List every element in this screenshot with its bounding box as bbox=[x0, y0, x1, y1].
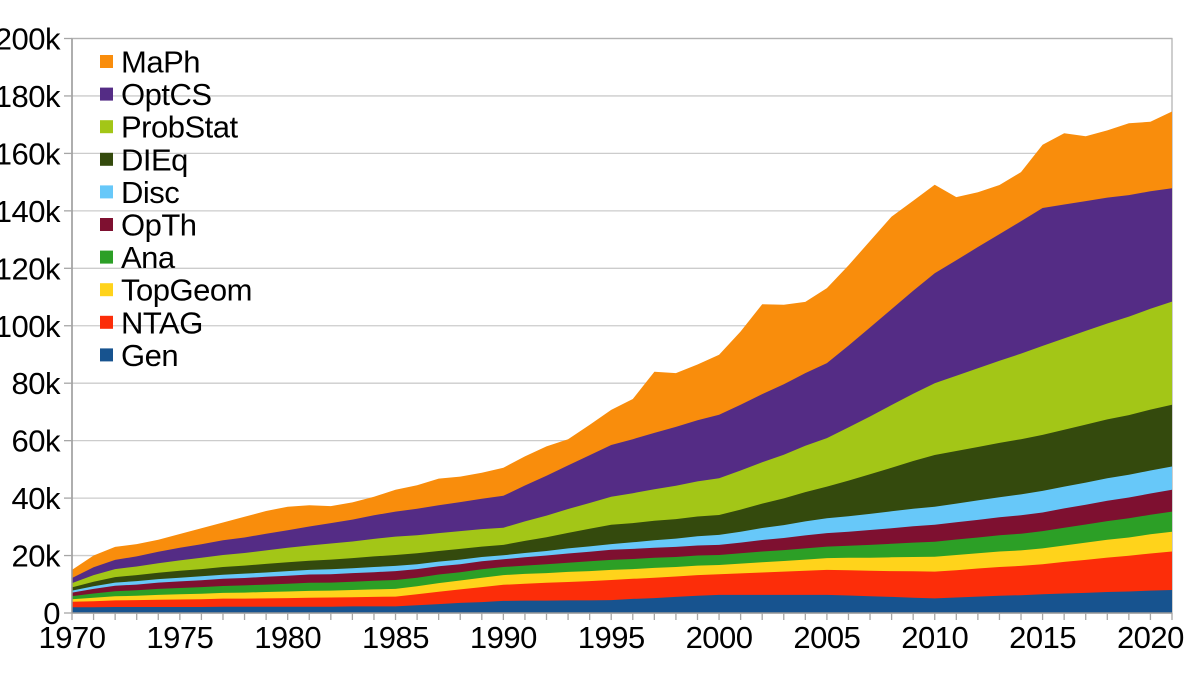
legend-swatch-Ana bbox=[100, 250, 113, 264]
y-axis-label-160k: 160k bbox=[0, 136, 61, 171]
legend-swatch-Disc bbox=[100, 185, 113, 199]
legend-item-NTAG: NTAG bbox=[100, 305, 203, 340]
legend-swatch-OpTh bbox=[100, 218, 113, 231]
legend-label-DIEq: DIEq bbox=[121, 142, 188, 177]
y-axis-label-60k: 60k bbox=[12, 424, 61, 459]
legend-label-TopGeom: TopGeom bbox=[121, 273, 252, 308]
legend-label-Disc: Disc bbox=[121, 175, 179, 210]
legend-item-DIEq: DIEq bbox=[100, 142, 188, 177]
legend-label-OpTh: OpTh bbox=[121, 208, 197, 243]
legend-item-Gen: Gen bbox=[100, 338, 179, 373]
x-axis-label-1985: 1985 bbox=[362, 620, 429, 655]
legend-swatch-TopGeom bbox=[100, 283, 113, 297]
stacked-areas bbox=[72, 111, 1172, 613]
y-axis-label-80k: 80k bbox=[12, 366, 61, 401]
legend-label-Ana: Ana bbox=[121, 240, 176, 275]
x-axis-label-1975: 1975 bbox=[146, 620, 213, 655]
legend-swatch-ProbStat bbox=[100, 120, 113, 134]
y-axis-label-200k: 200k bbox=[0, 22, 61, 57]
y-axis-label-180k: 180k bbox=[0, 79, 61, 114]
x-axis-label-1990: 1990 bbox=[470, 620, 537, 655]
legend-item-OpTh: OpTh bbox=[100, 208, 197, 243]
y-axis-labels: 0 20k 40k 60k 80k 100k 120k 140k 160k 180k 200k bbox=[0, 22, 61, 632]
legend-swatch-DIEq bbox=[100, 152, 113, 166]
legend-label-NTAG: NTAG bbox=[121, 305, 203, 340]
x-axis-label-1970: 1970 bbox=[39, 620, 106, 655]
legend-swatch-OptCS bbox=[100, 87, 113, 101]
y-axis-label-120k: 120k bbox=[0, 251, 61, 286]
y-axis-label-0: 0 bbox=[43, 596, 60, 631]
x-axis-label-1980: 1980 bbox=[254, 620, 321, 655]
legend-item-TopGeom: TopGeom bbox=[100, 273, 252, 308]
axis-ticks bbox=[64, 37, 1173, 620]
legend: MaPhOptCSProbStatDIEqDiscOpThAnaTopGeomN… bbox=[100, 45, 252, 373]
x-axis-label-2010: 2010 bbox=[901, 620, 968, 655]
legend-item-Disc: Disc bbox=[100, 175, 180, 210]
x-axis-label-2005: 2005 bbox=[793, 620, 860, 655]
legend-swatch-MaPh bbox=[100, 55, 113, 68]
legend-item-OptCS: OptCS bbox=[100, 77, 212, 112]
y-axis-label-40k: 40k bbox=[12, 481, 61, 516]
legend-item-MaPh: MaPh bbox=[100, 45, 200, 80]
legend-swatch-NTAG bbox=[100, 315, 113, 329]
legend-item-Ana: Ana bbox=[100, 240, 176, 275]
x-axis-label-2000: 2000 bbox=[686, 620, 753, 655]
area-Gen bbox=[72, 590, 1172, 613]
x-axis-label-2020: 2020 bbox=[1117, 620, 1184, 655]
legend-label-OptCS: OptCS bbox=[121, 77, 212, 112]
legend-item-ProbStat: ProbStat bbox=[100, 110, 239, 145]
legend-swatch-Gen bbox=[100, 348, 113, 362]
y-axis-label-20k: 20k bbox=[12, 539, 61, 574]
legend-label-ProbStat: ProbStat bbox=[121, 110, 239, 145]
legend-label-Gen: Gen bbox=[121, 338, 178, 373]
x-axis-label-2015: 2015 bbox=[1009, 620, 1076, 655]
x-axis-labels: 1970 1975 1980 1985 1990 1995 2000 2005 2010 2015… bbox=[39, 620, 1185, 655]
y-axis-label-100k: 100k bbox=[0, 309, 61, 344]
x-axis-label-1995: 1995 bbox=[578, 620, 645, 655]
legend-label-MaPh: MaPh bbox=[121, 45, 200, 80]
y-axis-label-140k: 140k bbox=[0, 194, 61, 229]
